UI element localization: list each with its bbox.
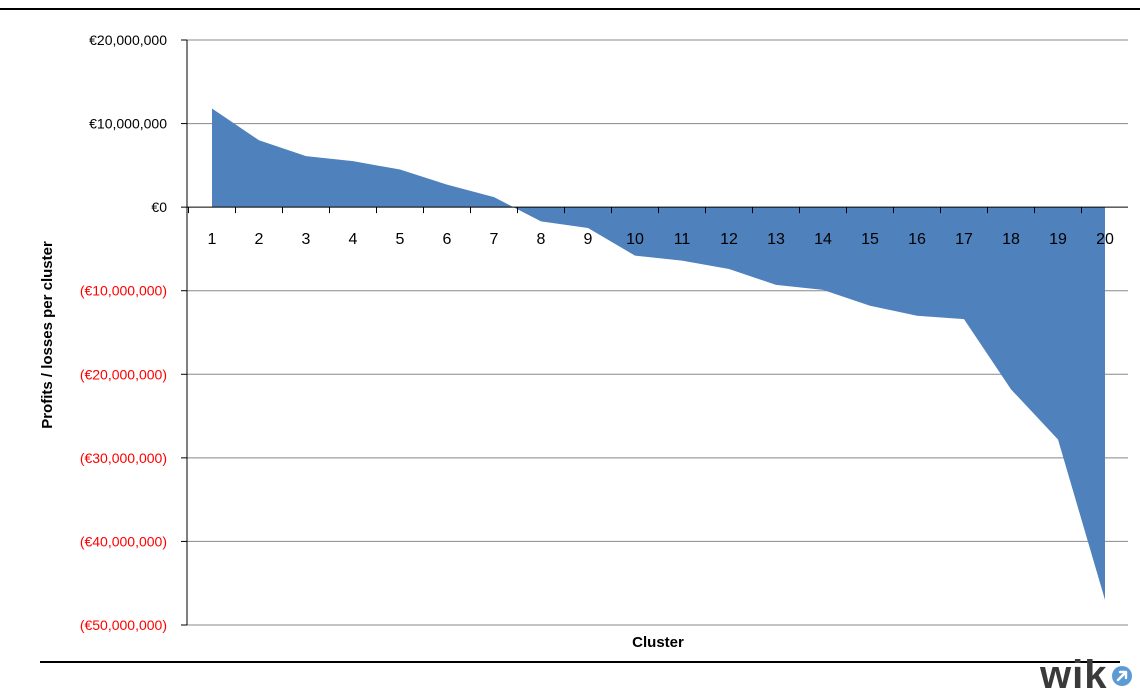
- x-axis-title: Cluster: [632, 634, 684, 651]
- logo-arrow-icon: [1112, 666, 1132, 686]
- x-tick-label: 1: [208, 231, 217, 248]
- x-tick-label: 8: [537, 231, 546, 248]
- x-tick-label: 16: [908, 231, 926, 248]
- x-tick-label: 18: [1002, 231, 1020, 248]
- x-tick-label: 17: [955, 231, 973, 248]
- x-tick-label: 12: [720, 231, 738, 248]
- x-tick-label: 4: [349, 231, 358, 248]
- gridlines: [187, 39, 1128, 626]
- y-axis-title: Profits / losses per cluster: [39, 241, 56, 429]
- x-tick-label: 2: [255, 231, 264, 248]
- y-tick-label: (€50,000,000): [80, 617, 167, 633]
- y-tick-label: (€10,000,000): [80, 283, 167, 299]
- y-tick-label: (€40,000,000): [80, 533, 167, 549]
- y-tick-label: (€20,000,000): [80, 366, 167, 382]
- y-tick-labels: €20,000,000 €10,000,000 €0 (€10,000,000) (€2…: [80, 32, 167, 633]
- y-tick-label: €20,000,000: [89, 32, 167, 48]
- x-tick-label: 15: [861, 231, 879, 248]
- x-tick-label: 5: [396, 231, 405, 248]
- logo-wordmark: wik: [1039, 653, 1107, 690]
- x-tick-label: 3: [302, 231, 311, 248]
- x-tick-label: 13: [767, 231, 785, 248]
- x-tick-label: 6: [443, 231, 452, 248]
- x-tick-label: 14: [814, 231, 832, 248]
- y-tick-label: (€30,000,000): [80, 450, 167, 466]
- x-tick-labels: 1 2 3 4 5 6 7 8 9 10 11 12 13 14 15 16 17 18 19 20: [208, 231, 1114, 248]
- logo: wik: [1039, 653, 1132, 690]
- x-tick-label: 19: [1049, 231, 1067, 248]
- axes: [181, 39, 1128, 626]
- x-tick-label: 9: [584, 231, 593, 248]
- x-tick-label: 11: [674, 231, 691, 248]
- x-tick-label: 20: [1096, 231, 1114, 248]
- x-tick-label: 10: [626, 231, 644, 248]
- area-series: [211, 108, 1106, 600]
- x-tick-label: 7: [490, 231, 499, 248]
- area-fill: [212, 108, 1105, 600]
- y-tick-label: €0: [151, 199, 167, 215]
- y-tick-label: €10,000,000: [89, 116, 167, 132]
